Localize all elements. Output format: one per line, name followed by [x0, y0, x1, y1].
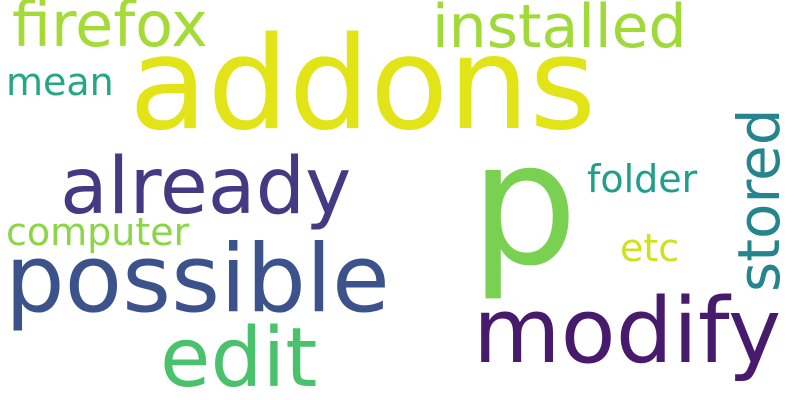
word-possible: possible: [5, 225, 390, 334]
word-firefox: firefox: [12, 0, 208, 61]
word-edit: edit: [160, 311, 318, 400]
word-p: p: [470, 106, 578, 304]
word-etc: etc: [620, 226, 680, 270]
word-modify: modify: [473, 279, 782, 384]
word-folder: folder: [587, 157, 698, 201]
word-computer: computer: [6, 210, 190, 254]
word-already: already: [60, 142, 352, 232]
word-addons: addons: [129, 10, 597, 159]
word-installed: installed: [432, 0, 687, 62]
word-mean: mean: [6, 60, 114, 104]
